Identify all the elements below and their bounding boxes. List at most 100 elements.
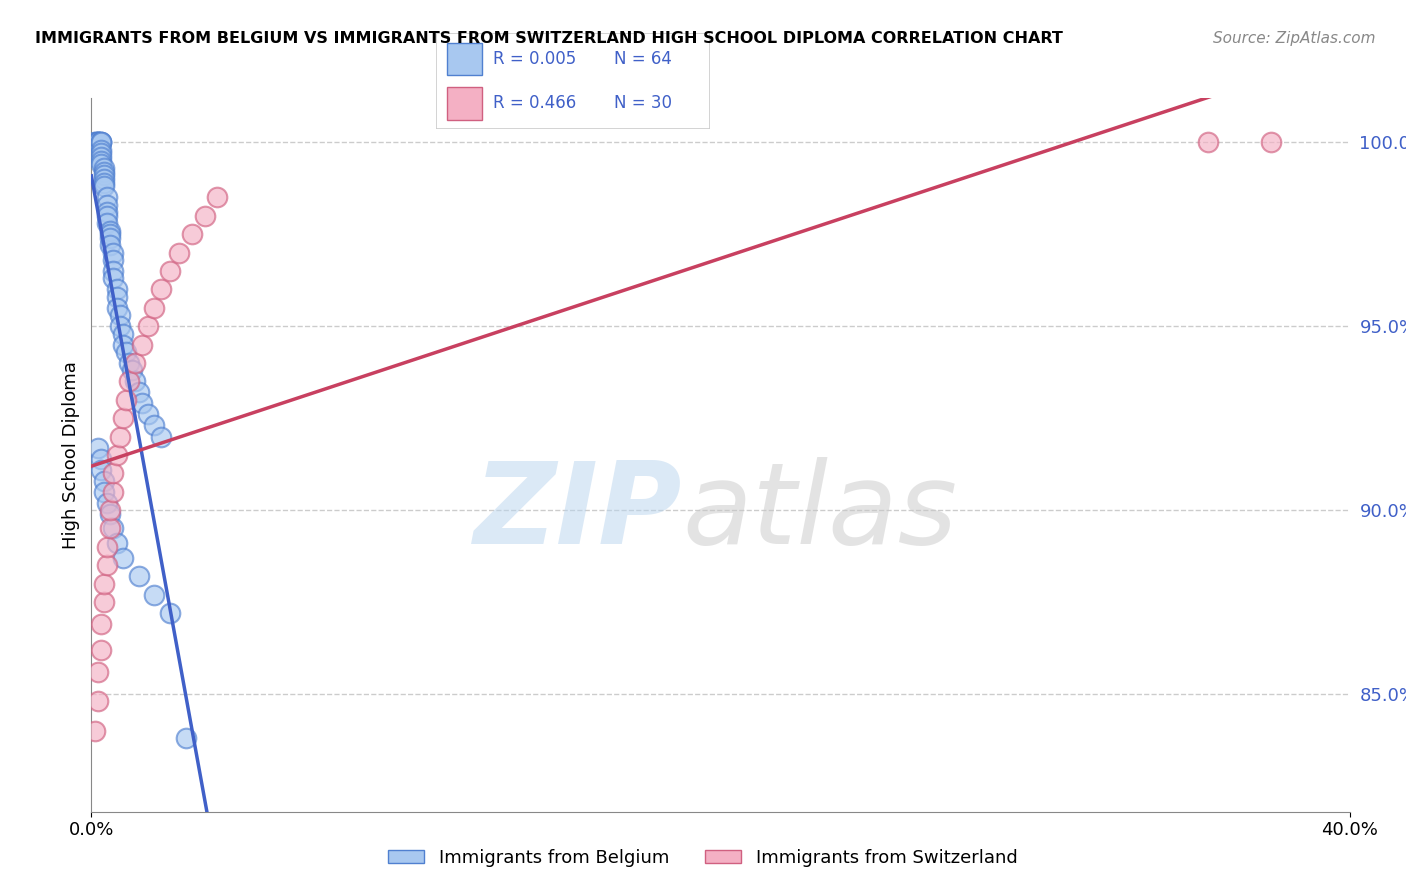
Point (131, 337, 153, 351)
Point (98, 227, 121, 242)
Point (128, 385, 150, 400)
Point (111, 411, 134, 425)
FancyBboxPatch shape (436, 33, 710, 129)
Point (98, 507, 121, 521)
Text: R = 0.466: R = 0.466 (494, 95, 576, 112)
Point (93, 164, 115, 178)
Point (103, 271, 125, 285)
Point (105, 282, 128, 296)
Point (96, 496, 118, 510)
Point (124, 356, 146, 370)
Text: Source: ZipAtlas.com: Source: ZipAtlas.com (1212, 31, 1375, 46)
Point (93, 161, 115, 175)
Point (115, 392, 138, 407)
Point (105, 448, 128, 462)
Point (90, 451, 112, 466)
Point (90, 135, 112, 149)
Point (93, 474, 115, 488)
Point (169, 245, 191, 260)
Point (111, 326, 134, 341)
FancyBboxPatch shape (447, 43, 482, 76)
Point (174, 731, 197, 746)
Point (108, 319, 131, 334)
Point (105, 536, 128, 550)
Point (86, 441, 108, 455)
Point (103, 252, 125, 267)
Text: N = 30: N = 30 (614, 95, 672, 112)
Point (103, 484, 125, 499)
Point (90, 643, 112, 657)
Point (115, 345, 138, 359)
Point (90, 135, 112, 149)
Point (86, 135, 108, 149)
Legend: Immigrants from Belgium, Immigrants from Switzerland: Immigrants from Belgium, Immigrants from… (381, 842, 1025, 874)
Point (108, 429, 131, 443)
Point (103, 467, 125, 481)
Point (90, 153, 112, 168)
Point (105, 290, 128, 304)
Point (93, 576, 115, 591)
FancyBboxPatch shape (447, 87, 482, 120)
Point (1197, 135, 1219, 149)
Point (86, 135, 108, 149)
Point (86, 135, 108, 149)
Point (181, 227, 204, 242)
Point (128, 569, 150, 583)
Point (118, 356, 141, 370)
Point (143, 418, 166, 433)
Point (90, 157, 112, 171)
Point (86, 665, 108, 679)
Text: IMMIGRANTS FROM BELGIUM VS IMMIGRANTS FROM SWITZERLAND HIGH SCHOOL DIPLOMA CORRE: IMMIGRANTS FROM BELGIUM VS IMMIGRANTS FR… (35, 31, 1063, 46)
Point (83, 135, 105, 149)
Point (131, 396, 153, 410)
Point (205, 190, 228, 204)
Text: ZIP: ZIP (474, 457, 683, 567)
Text: R = 0.005: R = 0.005 (494, 50, 576, 68)
Point (103, 264, 125, 278)
Point (124, 375, 146, 389)
Point (194, 209, 217, 223)
Point (96, 209, 118, 223)
Point (90, 146, 112, 161)
Point (96, 558, 118, 573)
Point (86, 135, 108, 149)
Point (143, 588, 166, 602)
Point (105, 301, 128, 315)
Point (98, 521, 121, 535)
Point (143, 301, 166, 315)
Point (93, 172, 115, 186)
Point (93, 595, 115, 609)
Point (98, 231, 121, 245)
Point (90, 135, 112, 149)
Point (159, 606, 181, 620)
Point (96, 205, 118, 219)
Point (149, 429, 172, 443)
Point (98, 223, 121, 237)
Text: atlas: atlas (683, 457, 957, 567)
Point (98, 503, 121, 517)
Point (111, 337, 134, 351)
Point (83, 135, 105, 149)
Point (111, 550, 134, 565)
Point (108, 308, 131, 322)
Point (136, 408, 159, 422)
Point (86, 135, 108, 149)
Point (93, 179, 115, 194)
Point (159, 264, 181, 278)
Point (93, 176, 115, 190)
Point (93, 484, 115, 499)
Point (103, 245, 125, 260)
Point (1260, 135, 1282, 149)
Point (136, 319, 159, 334)
Point (93, 169, 115, 183)
Point (83, 723, 105, 738)
Point (90, 617, 112, 632)
Point (90, 143, 112, 157)
Point (96, 540, 118, 554)
Point (96, 198, 118, 212)
Text: N = 64: N = 64 (614, 50, 672, 68)
Point (90, 150, 112, 164)
Point (96, 216, 118, 230)
Point (149, 282, 172, 296)
Y-axis label: High School Diploma: High School Diploma (62, 361, 80, 549)
